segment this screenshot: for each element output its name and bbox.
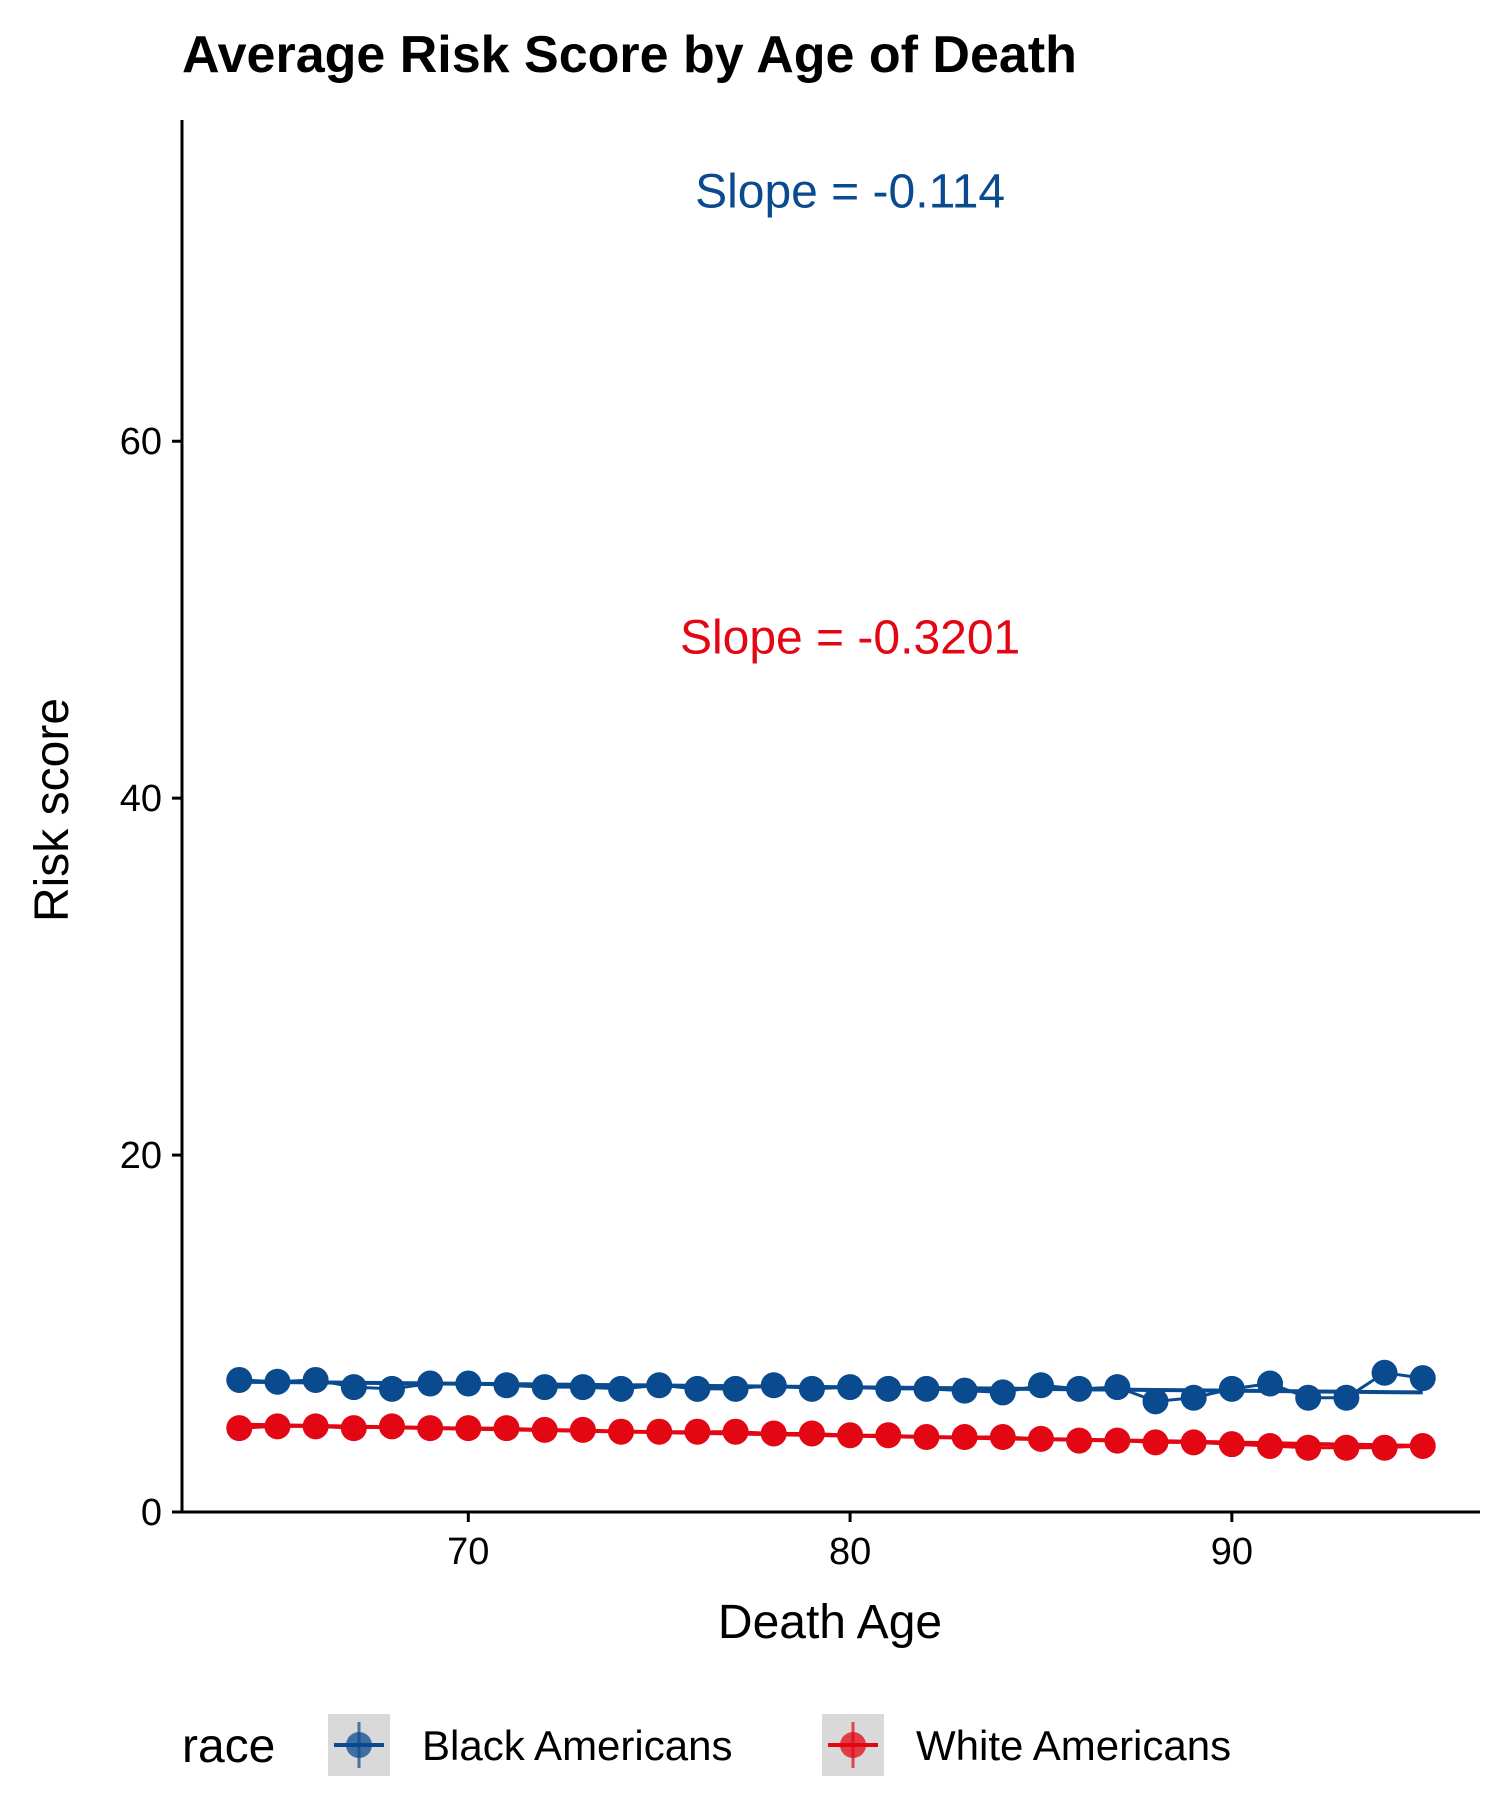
legend-label: White Americans xyxy=(916,1722,1231,1769)
data-point xyxy=(722,1418,749,1445)
x-axis-title: Death Age xyxy=(718,1596,942,1649)
data-point xyxy=(951,1377,978,1404)
data-point xyxy=(531,1416,558,1443)
data-point xyxy=(1333,1434,1360,1461)
data-point xyxy=(1409,1432,1436,1459)
data-point xyxy=(455,1370,482,1397)
legend-label: Black Americans xyxy=(422,1722,732,1769)
data-point xyxy=(1371,1434,1398,1461)
data-point xyxy=(684,1418,711,1445)
data-point xyxy=(1257,1370,1284,1397)
y-tick-label: 40 xyxy=(120,778,162,820)
data-point xyxy=(1180,1384,1207,1411)
data-point xyxy=(1066,1375,1093,1402)
data-point xyxy=(1218,1431,1245,1458)
data-point xyxy=(569,1416,596,1443)
data-point xyxy=(608,1375,635,1402)
slope-annotation: Slope = -0.114 xyxy=(695,165,1005,218)
data-point xyxy=(760,1372,787,1399)
x-tick-label: 90 xyxy=(1211,1531,1253,1573)
data-point xyxy=(837,1374,864,1401)
data-point xyxy=(226,1366,253,1393)
data-point xyxy=(226,1415,253,1442)
legend-item: White Americans xyxy=(822,1714,1231,1776)
data-point xyxy=(417,1415,444,1442)
legend-title: race xyxy=(182,1720,275,1773)
data-point xyxy=(1295,1434,1322,1461)
data-point xyxy=(340,1374,367,1401)
data-point xyxy=(417,1370,444,1397)
data-point xyxy=(1295,1384,1322,1411)
data-point xyxy=(569,1374,596,1401)
data-point xyxy=(340,1415,367,1442)
data-point xyxy=(1333,1384,1360,1411)
legend-key-point xyxy=(346,1732,372,1758)
series-white-americans xyxy=(226,1413,1436,1461)
data-point xyxy=(989,1424,1016,1451)
data-point xyxy=(493,1372,520,1399)
data-point xyxy=(875,1375,902,1402)
data-point xyxy=(1142,1388,1169,1415)
data-point xyxy=(989,1379,1016,1406)
data-point xyxy=(1104,1427,1131,1454)
data-point xyxy=(1027,1425,1054,1452)
data-point xyxy=(1142,1429,1169,1456)
y-axis-title: Risk score xyxy=(26,698,79,922)
trend-line xyxy=(239,1422,1423,1448)
y-tick-label: 20 xyxy=(120,1135,162,1177)
data-point xyxy=(1257,1432,1284,1459)
data-point xyxy=(798,1375,825,1402)
data-point xyxy=(722,1375,749,1402)
x-tick-label: 70 xyxy=(447,1531,489,1573)
data-point xyxy=(646,1418,673,1445)
data-point xyxy=(875,1422,902,1449)
chart-title: Average Risk Score by Age of Death xyxy=(182,26,1077,84)
y-tick-label: 0 xyxy=(141,1492,162,1534)
data-point xyxy=(1066,1427,1093,1454)
legend-item: Black Americans xyxy=(328,1714,732,1776)
data-point xyxy=(608,1418,635,1445)
data-point xyxy=(378,1375,405,1402)
data-point xyxy=(264,1368,291,1395)
legend-key-point xyxy=(840,1732,866,1758)
data-point xyxy=(760,1420,787,1447)
data-point xyxy=(378,1413,405,1440)
data-point xyxy=(913,1424,940,1451)
data-point xyxy=(264,1413,291,1440)
slope-annotation: Slope = -0.3201 xyxy=(680,612,1020,665)
data-point xyxy=(913,1375,940,1402)
plot-area: 0 20 40 60 70 80 90 Slope = -0.114 Slope = -0.32… xyxy=(120,120,1480,1573)
data-point xyxy=(531,1374,558,1401)
data-point xyxy=(1104,1374,1131,1401)
data-point xyxy=(1218,1375,1245,1402)
data-point xyxy=(1027,1372,1054,1399)
data-point xyxy=(455,1415,482,1442)
x-tick-label: 80 xyxy=(829,1531,871,1573)
data-point xyxy=(798,1420,825,1447)
data-point xyxy=(837,1422,864,1449)
legend: race Black Americans White Americans xyxy=(182,1714,1231,1776)
data-point xyxy=(493,1415,520,1442)
y-tick-label: 60 xyxy=(120,421,162,463)
data-point xyxy=(684,1375,711,1402)
data-point xyxy=(1180,1429,1207,1456)
data-point xyxy=(1409,1365,1436,1392)
data-point xyxy=(646,1372,673,1399)
data-point xyxy=(302,1366,329,1393)
data-point xyxy=(1371,1359,1398,1386)
data-point xyxy=(951,1424,978,1451)
data-point xyxy=(302,1413,329,1440)
series-black-americans xyxy=(226,1359,1436,1415)
